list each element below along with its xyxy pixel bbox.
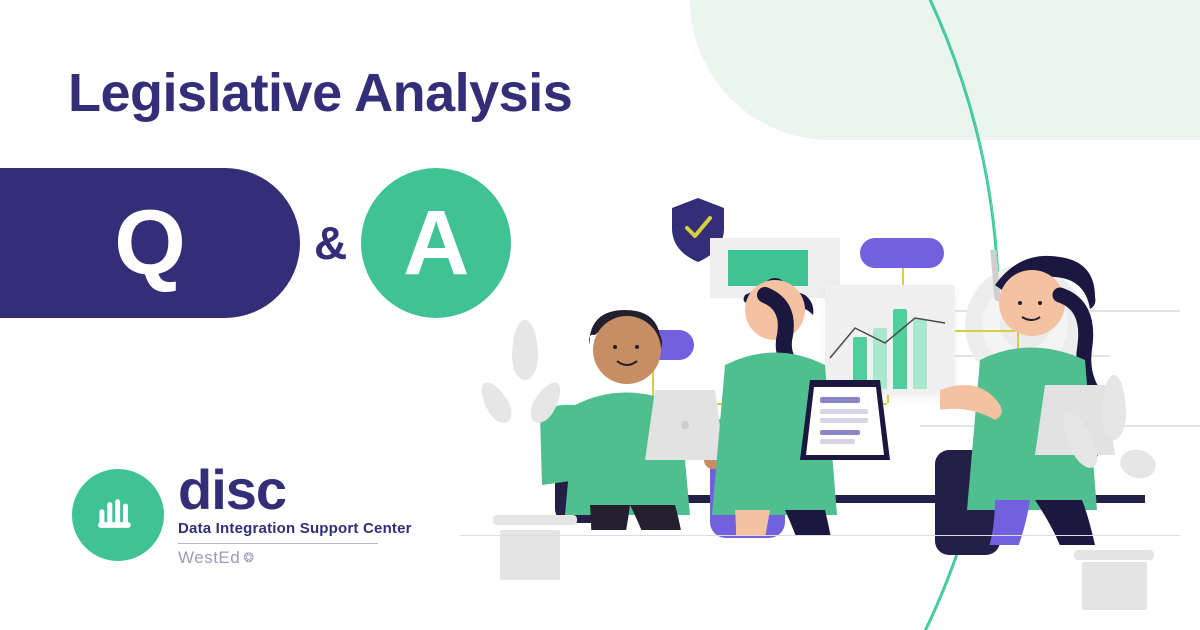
plant-leaf (1056, 408, 1103, 473)
plant-leaf (1117, 446, 1159, 482)
divider-line (178, 543, 378, 544)
disc-logo: disc Data Integration Support Center Wes… (72, 462, 412, 568)
disc-logo-icon-circle (72, 469, 164, 561)
slide-background: Legislative Analysis Q & A disc Data Int… (0, 0, 1200, 630)
potted-plant (480, 320, 570, 580)
plant-leaf (1102, 375, 1126, 440)
plant-leaf (475, 378, 517, 428)
plant-leaf (525, 378, 567, 428)
disc-logo-text-block: disc Data Integration Support Center Wes… (178, 462, 412, 568)
chart-bar (913, 319, 927, 390)
plant-pot-rim (493, 515, 577, 525)
plant-pot-rim (1074, 550, 1154, 560)
disc-wordmark: disc (178, 462, 412, 518)
plant-pot (500, 530, 560, 580)
wested-mark-icon: ❂ (243, 550, 254, 566)
page-title: Legislative Analysis (68, 62, 572, 124)
q-badge: Q (0, 168, 300, 318)
corner-decoration (690, 0, 1200, 140)
qa-badge-group: Q & A (0, 168, 511, 318)
ground-line (460, 535, 1180, 536)
hand-icon (95, 495, 141, 535)
illustration-group (460, 190, 1180, 610)
ampersand-symbol: & (314, 216, 347, 270)
disc-subtitle: Data Integration Support Center (178, 520, 412, 537)
plant-pot (1082, 562, 1147, 610)
plant-leaf (512, 320, 538, 380)
potted-plant (1060, 375, 1160, 610)
laptop-icon (790, 375, 900, 465)
wested-partner-logo: WestEd ❂ (178, 548, 412, 568)
